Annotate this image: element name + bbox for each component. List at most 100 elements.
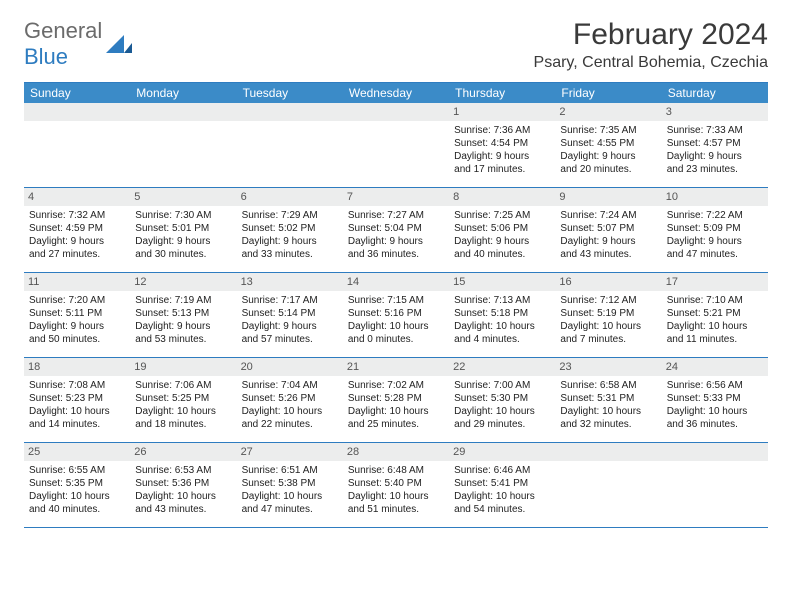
daylight-line-1: Daylight: 10 hours [454,490,550,503]
day-number-empty [24,103,130,121]
day-cell: 29Sunrise: 6:46 AMSunset: 5:41 PMDayligh… [449,443,555,527]
daylight-line-1: Daylight: 9 hours [242,235,338,248]
week-row: 1Sunrise: 7:36 AMSunset: 4:54 PMDaylight… [24,103,768,188]
sunset-line: Sunset: 5:31 PM [560,392,656,405]
day-cell [662,443,768,527]
sunset-line: Sunset: 5:35 PM [29,477,125,490]
day-number: 9 [555,188,661,206]
sunset-line: Sunset: 5:11 PM [29,307,125,320]
day-cell: 6Sunrise: 7:29 AMSunset: 5:02 PMDaylight… [237,188,343,272]
daylight-line-1: Daylight: 9 hours [454,235,550,248]
daylight-line-1: Daylight: 9 hours [135,320,231,333]
day-number: 14 [343,273,449,291]
daylight-line-2: and 51 minutes. [348,503,444,516]
daylight-line-1: Daylight: 9 hours [667,235,763,248]
sunrise-line: Sunrise: 7:20 AM [29,294,125,307]
weeks-container: 1Sunrise: 7:36 AMSunset: 4:54 PMDaylight… [24,103,768,528]
daylight-line-1: Daylight: 9 hours [135,235,231,248]
day-cell: 12Sunrise: 7:19 AMSunset: 5:13 PMDayligh… [130,273,236,357]
triangle-icon [106,31,132,58]
day-number: 8 [449,188,555,206]
sunset-line: Sunset: 5:14 PM [242,307,338,320]
day-header: Wednesday [343,83,449,103]
daylight-line-1: Daylight: 10 hours [560,320,656,333]
brand-part1: General [24,18,102,43]
daylight-line-2: and 43 minutes. [135,503,231,516]
week-row: 25Sunrise: 6:55 AMSunset: 5:35 PMDayligh… [24,443,768,528]
sunset-line: Sunset: 5:18 PM [454,307,550,320]
daylight-line-2: and 33 minutes. [242,248,338,261]
day-header: Thursday [449,83,555,103]
brand-logo: General Blue [24,18,132,70]
daylight-line-1: Daylight: 10 hours [135,405,231,418]
sunset-line: Sunset: 5:01 PM [135,222,231,235]
day-cell: 19Sunrise: 7:06 AMSunset: 5:25 PMDayligh… [130,358,236,442]
sunrise-line: Sunrise: 7:12 AM [560,294,656,307]
daylight-line-1: Daylight: 10 hours [135,490,231,503]
day-number: 7 [343,188,449,206]
sunrise-line: Sunrise: 6:56 AM [667,379,763,392]
day-cell: 22Sunrise: 7:00 AMSunset: 5:30 PMDayligh… [449,358,555,442]
sunrise-line: Sunrise: 6:46 AM [454,464,550,477]
daylight-line-1: Daylight: 10 hours [454,320,550,333]
sunset-line: Sunset: 5:09 PM [667,222,763,235]
daylight-line-2: and 50 minutes. [29,333,125,346]
sunrise-line: Sunrise: 7:10 AM [667,294,763,307]
sunset-line: Sunset: 5:36 PM [135,477,231,490]
day-cell: 10Sunrise: 7:22 AMSunset: 5:09 PMDayligh… [662,188,768,272]
daylight-line-1: Daylight: 9 hours [348,235,444,248]
daylight-line-2: and 36 minutes. [667,418,763,431]
sunrise-line: Sunrise: 7:00 AM [454,379,550,392]
day-cell: 1Sunrise: 7:36 AMSunset: 4:54 PMDaylight… [449,103,555,187]
daylight-line-1: Daylight: 10 hours [242,405,338,418]
sunset-line: Sunset: 5:02 PM [242,222,338,235]
sunrise-line: Sunrise: 7:35 AM [560,124,656,137]
sunrise-line: Sunrise: 7:15 AM [348,294,444,307]
sunrise-line: Sunrise: 6:53 AM [135,464,231,477]
daylight-line-2: and 57 minutes. [242,333,338,346]
day-number: 21 [343,358,449,376]
day-cell: 3Sunrise: 7:33 AMSunset: 4:57 PMDaylight… [662,103,768,187]
sunset-line: Sunset: 5:25 PM [135,392,231,405]
daylight-line-2: and 27 minutes. [29,248,125,261]
sunrise-line: Sunrise: 7:08 AM [29,379,125,392]
sunrise-line: Sunrise: 7:30 AM [135,209,231,222]
day-number: 27 [237,443,343,461]
day-cell: 17Sunrise: 7:10 AMSunset: 5:21 PMDayligh… [662,273,768,357]
day-cell: 23Sunrise: 6:58 AMSunset: 5:31 PMDayligh… [555,358,661,442]
daylight-line-2: and 43 minutes. [560,248,656,261]
day-cell: 27Sunrise: 6:51 AMSunset: 5:38 PMDayligh… [237,443,343,527]
day-cell: 24Sunrise: 6:56 AMSunset: 5:33 PMDayligh… [662,358,768,442]
day-cell: 18Sunrise: 7:08 AMSunset: 5:23 PMDayligh… [24,358,130,442]
day-number: 17 [662,273,768,291]
day-number: 29 [449,443,555,461]
day-cell [130,103,236,187]
sunrise-line: Sunrise: 7:24 AM [560,209,656,222]
day-header-row: SundayMondayTuesdayWednesdayThursdayFrid… [24,83,768,103]
day-cell: 2Sunrise: 7:35 AMSunset: 4:55 PMDaylight… [555,103,661,187]
day-cell: 25Sunrise: 6:55 AMSunset: 5:35 PMDayligh… [24,443,130,527]
daylight-line-2: and 14 minutes. [29,418,125,431]
sunrise-line: Sunrise: 6:55 AM [29,464,125,477]
calendar-page: General Blue February 2024 Psary, Centra… [0,0,792,546]
daylight-line-2: and 25 minutes. [348,418,444,431]
day-number: 18 [24,358,130,376]
daylight-line-1: Daylight: 9 hours [454,150,550,163]
daylight-line-2: and 47 minutes. [667,248,763,261]
daylight-line-1: Daylight: 10 hours [667,405,763,418]
day-number: 13 [237,273,343,291]
day-number: 19 [130,358,236,376]
sunrise-line: Sunrise: 7:33 AM [667,124,763,137]
sunrise-line: Sunrise: 7:36 AM [454,124,550,137]
day-number: 15 [449,273,555,291]
day-cell: 16Sunrise: 7:12 AMSunset: 5:19 PMDayligh… [555,273,661,357]
daylight-line-2: and 36 minutes. [348,248,444,261]
daylight-line-1: Daylight: 9 hours [29,235,125,248]
day-cell: 28Sunrise: 6:48 AMSunset: 5:40 PMDayligh… [343,443,449,527]
header: General Blue February 2024 Psary, Centra… [24,18,768,72]
daylight-line-1: Daylight: 10 hours [348,405,444,418]
daylight-line-1: Daylight: 10 hours [29,405,125,418]
day-number: 26 [130,443,236,461]
daylight-line-2: and 18 minutes. [135,418,231,431]
sunset-line: Sunset: 5:21 PM [667,307,763,320]
